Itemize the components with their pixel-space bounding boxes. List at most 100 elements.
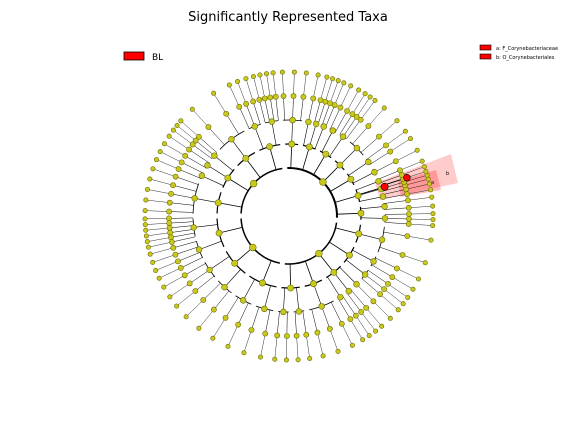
branch-179 [170, 229, 194, 233]
taxon-node-159 [156, 275, 162, 281]
branch-83 [309, 123, 317, 148]
taxon-node-211 [358, 308, 365, 315]
taxon-node-41 [336, 161, 344, 169]
taxon-node-172 [196, 325, 202, 331]
branch-14 [408, 205, 433, 208]
taxon-node-127 [150, 166, 156, 172]
branch-274 [364, 274, 385, 290]
taxon-node-165 [167, 294, 173, 300]
branch-15 [384, 200, 409, 204]
taxon-node-34 [392, 158, 399, 165]
taxon-node-56 [344, 108, 350, 114]
taxon-node-189 [283, 333, 290, 339]
branch-191 [177, 252, 201, 262]
branch-226 [289, 263, 292, 288]
taxon-node-208 [352, 312, 359, 319]
taxon-node-98 [236, 103, 243, 110]
branch-151 [160, 151, 182, 163]
branch-88 [320, 77, 328, 101]
branch-167 [145, 210, 170, 212]
taxon-node-205 [337, 293, 344, 301]
taxon-node-141 [166, 220, 173, 227]
taxon-node-9 [381, 203, 388, 210]
taxon-node-202 [338, 320, 345, 327]
taxon-node-55 [329, 127, 336, 134]
chart-title: Significantly Represented Taxa [188, 10, 388, 25]
taxon-node-87 [267, 94, 274, 101]
taxon-node-111 [174, 122, 180, 128]
branch-221 [251, 307, 260, 331]
branch-138 [195, 140, 215, 156]
branch-272 [361, 278, 381, 295]
taxon-node-200 [326, 325, 333, 332]
branch-36 [401, 166, 425, 176]
taxon-node-103 [211, 90, 217, 96]
branch-240 [304, 260, 314, 284]
branch-256 [342, 295, 357, 316]
branch-166 [169, 211, 194, 213]
branch-258 [333, 272, 349, 292]
branch-75 [302, 146, 310, 171]
taxon-node-48 [339, 133, 347, 140]
taxon-node-204 [330, 268, 338, 276]
taxon-node-121 [157, 149, 163, 155]
branch-248 [331, 302, 343, 324]
taxon-node-15 [379, 193, 387, 200]
branch-8 [408, 218, 433, 220]
taxon-node-135 [142, 208, 148, 214]
branch-210 [198, 309, 215, 329]
taxon-node-68 [330, 76, 336, 82]
taxon-node-124 [214, 199, 222, 207]
branch-197 [209, 256, 230, 271]
taxon-node-60 [305, 143, 313, 151]
taxon-node-1 [357, 209, 365, 217]
taxon-node-54 [362, 91, 368, 97]
taxon-node-36 [365, 158, 372, 166]
branch-199 [184, 263, 206, 276]
branch-1 [336, 212, 361, 215]
taxon-node-46 [381, 105, 387, 111]
branch-245 [317, 332, 324, 356]
branch-47 [369, 151, 391, 165]
clade-legend-swatch-a [479, 44, 492, 51]
branch-25 [357, 188, 382, 196]
taxon-node-195 [307, 356, 313, 362]
branch-183 [171, 236, 196, 243]
taxon-node-38 [407, 136, 413, 142]
branch-254 [337, 298, 351, 320]
branch-13 [384, 207, 409, 210]
branch-185 [198, 240, 222, 250]
branch-290 [383, 231, 408, 237]
branch-111 [266, 73, 271, 98]
branch-120 [245, 103, 255, 127]
taxon-node-199 [320, 353, 326, 359]
taxon-node-158 [177, 264, 184, 271]
branch-158 [175, 176, 199, 185]
taxon-node-188 [272, 356, 278, 362]
branch-281 [392, 276, 414, 290]
taxon-node-94 [250, 98, 257, 105]
taxon-node-126 [172, 173, 179, 180]
taxon-node-12 [405, 197, 411, 204]
taxon-node-153 [147, 251, 153, 257]
taxon-node-175 [222, 314, 229, 321]
branch-121 [237, 81, 247, 104]
branch-250 [318, 253, 335, 273]
taxon-node-138 [190, 224, 197, 231]
branch-195 [234, 247, 254, 264]
taxon-node-8 [430, 211, 436, 217]
branch-260 [346, 292, 362, 313]
taxon-node-104 [205, 124, 212, 130]
branch-280 [371, 264, 393, 278]
taxon-node-198 [314, 329, 321, 336]
branch-140 [192, 144, 213, 159]
branch-222 [243, 329, 252, 353]
branch-136 [198, 136, 218, 153]
branch-176 [145, 222, 170, 225]
branch-236 [294, 311, 297, 336]
branch-160 [172, 184, 197, 192]
branch-80 [334, 82, 345, 106]
branch-124 [245, 158, 261, 178]
branch-55 [360, 136, 380, 153]
taxon-node-45 [365, 123, 372, 129]
